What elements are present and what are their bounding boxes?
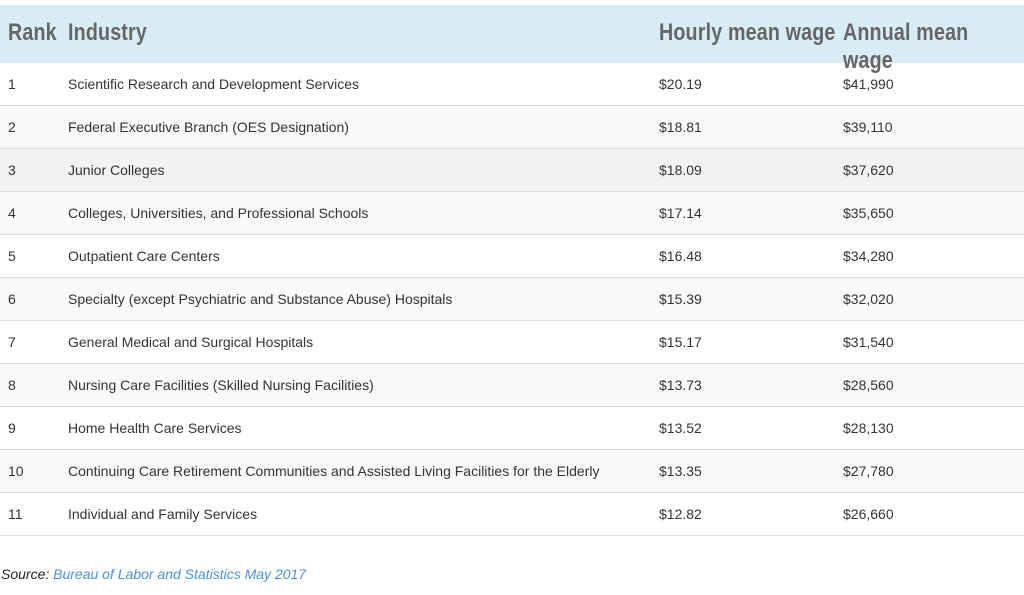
table-row: 8 Nursing Care Facilities (Skilled Nursin… (0, 364, 1024, 407)
table-header: Rank Industry Hourly mean wage Annual me… (0, 5, 1024, 74)
table-row: 11 Individual and Family Services $12.82 $2… (0, 493, 1024, 536)
cell-annual: $37,620 (843, 162, 894, 178)
cell-industry: Continuing Care Retirement Communities a… (68, 463, 600, 479)
cell-annual: $28,560 (843, 377, 894, 393)
table-row: 6 Specialty (except Psychiatric and Subst… (0, 278, 1024, 321)
header-industry: Industry (68, 19, 147, 46)
header-hourly: Hourly mean wage (659, 19, 836, 46)
cell-annual: $34,280 (843, 248, 894, 264)
cell-hourly: $13.52 (659, 420, 702, 436)
cell-rank: 11 (8, 506, 23, 522)
cell-annual: $32,020 (843, 291, 894, 307)
cell-industry: Federal Executive Branch (OES Designatio… (68, 119, 349, 135)
cell-hourly: $12.82 (659, 506, 702, 522)
cell-industry: Individual and Family Services (68, 506, 258, 522)
cell-rank: 9 (8, 420, 16, 436)
table-row: 10 Continuing Care Retirement Communities… (0, 450, 1024, 493)
cell-hourly: $18.81 (659, 119, 702, 135)
cell-hourly: $20.19 (659, 76, 702, 92)
table-row: 7 General Medical and Surgical Hospitals $… (0, 321, 1024, 364)
table-row: 1 Scientific Research and Development Ser… (0, 63, 1024, 106)
header-rank: Rank (8, 19, 57, 46)
cell-hourly: $15.17 (659, 334, 702, 350)
cell-annual: $39,110 (843, 119, 893, 135)
cell-annual: $26,660 (843, 506, 894, 522)
cell-rank: 6 (8, 291, 16, 307)
cell-industry: Specialty (except Psychiatric and Substa… (68, 291, 453, 307)
cell-industry: Colleges, Universities, and Professional… (68, 205, 369, 221)
cell-hourly: $17.14 (659, 205, 702, 221)
cell-rank: 5 (8, 248, 16, 264)
cell-rank: 4 (8, 205, 16, 221)
cell-rank: 7 (8, 334, 16, 350)
cell-annual: $27,780 (843, 463, 894, 479)
header-annual: Annual mean wage (843, 19, 969, 74)
cell-annual: $31,540 (843, 334, 894, 350)
cell-industry: Nursing Care Facilities (Skilled Nursing… (68, 377, 374, 393)
cell-annual: $28,130 (843, 420, 894, 436)
source-label: Source: (1, 566, 50, 582)
table-row: 9 Home Health Care Services $13.52 $28,130 (0, 407, 1024, 450)
cell-industry: General Medical and Surgical Hospitals (68, 334, 314, 350)
cell-rank: 2 (8, 119, 16, 135)
cell-industry: Outpatient Care Centers (68, 248, 220, 264)
source-note: Source: Bureau of Labor and Statistics M… (1, 566, 306, 582)
table-row: 5 Outpatient Care Centers $16.48 $34,280 (0, 235, 1024, 278)
cell-hourly: $13.35 (659, 463, 702, 479)
table-row: 3 Junior Colleges $18.09 $37,620 (0, 149, 1024, 192)
source-link[interactable]: Bureau of Labor and Statistics May 2017 (53, 566, 307, 582)
cell-industry: Scientific Research and Development Serv… (68, 76, 360, 92)
cell-hourly: $16.48 (659, 248, 702, 264)
cell-annual: $41,990 (843, 76, 894, 92)
cell-industry: Junior Colleges (68, 162, 165, 178)
cell-hourly: $18.09 (659, 162, 702, 178)
wage-table: Rank Industry Hourly mean wage Annual me… (0, 5, 1024, 536)
cell-hourly: $13.73 (659, 377, 702, 393)
cell-rank: 1 (8, 76, 16, 92)
cell-rank: 3 (8, 162, 16, 178)
table-body: 1 Scientific Research and Development Ser… (0, 63, 1024, 536)
cell-rank: 8 (8, 377, 16, 393)
table-row: 2 Federal Executive Branch (OES Designati… (0, 106, 1024, 149)
cell-hourly: $15.39 (659, 291, 702, 307)
table-row: 4 Colleges, Universities, and Professiona… (0, 192, 1024, 235)
cell-annual: $35,650 (843, 205, 894, 221)
cell-industry: Home Health Care Services (68, 420, 242, 436)
cell-rank: 10 (8, 463, 24, 479)
